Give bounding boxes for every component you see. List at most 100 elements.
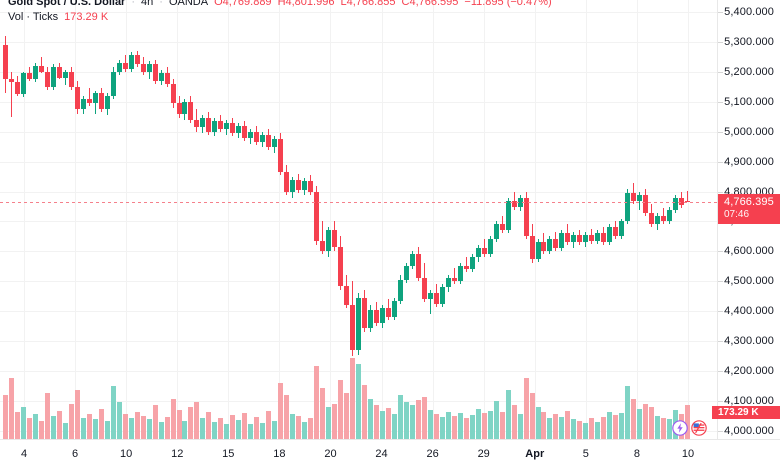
volume-bar <box>530 392 535 440</box>
price-scale-label: 4,600.000 <box>724 245 774 258</box>
price-scale-label: 5,200.000 <box>724 65 774 78</box>
candle-body <box>440 287 445 304</box>
candle-body <box>470 257 475 270</box>
volume-bar <box>63 422 68 440</box>
volume-bar <box>69 403 74 440</box>
volume-bar <box>649 407 654 440</box>
volume-bar <box>230 414 235 440</box>
gridline-horizontal <box>0 101 718 103</box>
candle-body <box>482 248 487 255</box>
candle-body <box>559 233 564 249</box>
us-flag-event-icon[interactable] <box>691 420 707 436</box>
candle-body <box>63 71 68 78</box>
gridline-vertical <box>382 0 383 440</box>
time-scale[interactable]: 4 6 10 12 15 18 20 24 26 29 Apr 5 8 10 <box>0 439 780 470</box>
gridline-vertical <box>433 0 434 440</box>
candle-body <box>105 95 110 110</box>
gridline-horizontal <box>0 41 718 43</box>
volume-bar <box>398 395 403 440</box>
volume-bar <box>242 413 247 440</box>
volume-bar <box>440 416 445 440</box>
legend-volume-label[interactable]: Vol · Ticks <box>8 11 59 23</box>
candle-wick <box>322 221 323 255</box>
volume-bar <box>326 407 331 440</box>
candle-body <box>625 193 630 222</box>
candle-body <box>272 139 277 147</box>
legend-separator-2: · <box>159 0 163 8</box>
candle-body <box>476 248 481 258</box>
volume-bar <box>260 422 265 440</box>
volume-bar <box>434 414 439 440</box>
candle-body <box>87 98 92 104</box>
time-scale-label: 4 <box>20 448 28 460</box>
candle-body <box>51 67 56 87</box>
chart-plot-area[interactable] <box>0 0 718 440</box>
volume-bar <box>422 396 427 440</box>
economic-event-icon[interactable] <box>672 420 688 436</box>
price-tick <box>718 11 723 13</box>
price-tick <box>718 311 723 313</box>
legend-symbol[interactable]: Gold Spot / U.S. Dollar <box>8 0 126 8</box>
candle-body <box>21 73 26 95</box>
candle-body <box>326 230 331 252</box>
volume-bar <box>547 417 552 440</box>
candle-body <box>386 308 391 318</box>
volume-bar <box>476 408 481 440</box>
volume-bar <box>33 414 38 440</box>
legend-exchange[interactable]: OANDA <box>168 0 209 8</box>
candle-body <box>356 297 361 351</box>
volume-bar <box>171 398 176 440</box>
price-tick <box>718 191 723 193</box>
volume-bar <box>536 407 541 440</box>
volume-bar <box>559 416 564 440</box>
price-scale-label: 5,100.000 <box>724 95 774 108</box>
candle-body <box>206 118 211 132</box>
candle-body <box>3 44 8 80</box>
volume-bar <box>212 421 217 440</box>
candle-body <box>153 64 158 81</box>
volume-bar <box>206 411 211 440</box>
legend-interval[interactable]: 4h <box>141 0 154 8</box>
volume-bar <box>200 418 205 440</box>
candle-body <box>248 131 253 138</box>
candle-body <box>212 121 217 132</box>
volume-bar <box>488 410 493 440</box>
candle-body <box>93 92 98 104</box>
chart-legend: Gold Spot / U.S. Dollar · 4h · OANDA O4,… <box>8 0 552 24</box>
candle-body <box>619 221 624 237</box>
time-scale-label: 12 <box>171 448 184 460</box>
volume-bar <box>141 415 146 440</box>
candle-body <box>314 191 319 241</box>
volume-bar <box>661 417 666 440</box>
volume-value-badge[interactable]: 173.29 K <box>712 406 780 419</box>
volume-bar <box>117 402 122 440</box>
volume-bar <box>105 421 110 440</box>
volume-bar <box>458 413 463 440</box>
economic-events-group[interactable] <box>672 420 707 436</box>
price-tick <box>718 161 723 163</box>
price-scale[interactable]: 5,400.000 5,300.000 5,200.000 5,100.000 5,00… <box>712 0 780 440</box>
volume-bar <box>583 422 588 440</box>
volume-bar <box>667 419 672 440</box>
time-scale-label: 5 <box>582 448 589 460</box>
current-price-badge[interactable]: 4,766.395 07:46 <box>718 194 780 224</box>
time-scale-label: 29 <box>477 448 490 460</box>
gridline-vertical <box>75 0 76 440</box>
volume-bar <box>159 421 164 440</box>
candle-body <box>182 101 187 114</box>
time-scale-label: Apr <box>525 448 545 460</box>
volume-bar <box>571 419 576 440</box>
gridline-vertical <box>177 0 178 440</box>
candle-body <box>541 242 546 252</box>
price-tick <box>718 71 723 73</box>
candle-body <box>81 98 86 110</box>
candle-body <box>117 62 122 72</box>
time-scale-label: 6 <box>72 448 79 460</box>
volume-bar <box>368 398 373 440</box>
candle-wick <box>639 191 640 210</box>
gridline-vertical <box>535 0 536 440</box>
candle-body <box>123 62 128 69</box>
candle-body <box>338 246 343 286</box>
price-tick <box>718 41 723 43</box>
